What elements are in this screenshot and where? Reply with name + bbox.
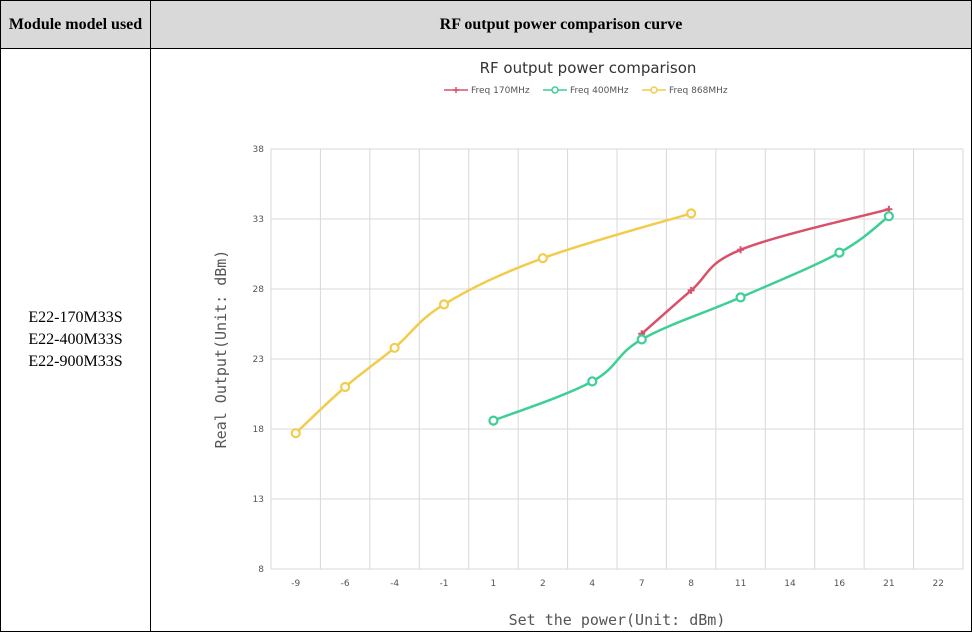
data-point xyxy=(340,381,351,393)
model-name: E22-170M33S xyxy=(28,309,123,326)
legend-marker xyxy=(453,87,459,93)
data-point xyxy=(883,211,894,222)
y-axis-label: Real Output(Unit: dBm) xyxy=(212,250,230,449)
series-group xyxy=(488,211,894,426)
series-line xyxy=(640,207,890,335)
y-tick-label: 13 xyxy=(253,495,264,505)
y-tick-label: 18 xyxy=(253,425,265,435)
x-tick-label: 14 xyxy=(784,579,796,589)
legend-item: Freq 400MHz xyxy=(543,86,629,96)
x-tick-label: 22 xyxy=(933,579,944,589)
header-rf-curve-label: RF output power comparison curve xyxy=(439,15,683,33)
legend-label: Freq 170MHz xyxy=(471,86,530,96)
data-point xyxy=(737,246,745,254)
data-point xyxy=(537,253,548,264)
x-tick-label: -9 xyxy=(291,579,300,589)
data-point xyxy=(686,208,697,219)
chart-title: RF output power comparison xyxy=(480,59,697,77)
legend-marker xyxy=(551,86,559,94)
chart-cell: RF output power comparison Freq 170MHz Fre… xyxy=(150,48,972,632)
data-point xyxy=(834,247,845,258)
series-group xyxy=(290,208,697,439)
x-tick-label: -6 xyxy=(341,579,350,589)
models-cell: E22-170M33S E22-400M33S E22-900M33S xyxy=(0,48,151,632)
x-tick-label: 2 xyxy=(540,579,546,589)
x-tick-label: 11 xyxy=(735,579,746,589)
header-rf-curve: RF output power comparison curve xyxy=(150,0,972,49)
series-group xyxy=(638,205,893,338)
data-point xyxy=(636,334,647,345)
header-module-model-label: Module model used xyxy=(8,15,143,33)
x-tick-label: 8 xyxy=(688,579,694,589)
model-name: E22-400M33S xyxy=(28,331,123,348)
header-module-model: Module model used xyxy=(0,0,151,49)
x-tick-label: 16 xyxy=(834,579,846,589)
legend-item: Freq 868MHz xyxy=(642,86,728,96)
data-point xyxy=(735,292,746,303)
data-point xyxy=(290,428,301,439)
legend-item: Freq 170MHz xyxy=(444,86,530,96)
x-axis-label: Set the power(Unit: dBm) xyxy=(509,611,726,629)
model-list: E22-170M33S E22-400M33S E22-900M33S xyxy=(28,307,122,373)
data-point xyxy=(587,376,598,387)
legend-marker xyxy=(650,86,658,94)
y-tick-label: 23 xyxy=(253,355,264,365)
y-tick-label: 8 xyxy=(258,565,264,575)
model-name: E22-900M33S xyxy=(28,353,123,370)
x-tick-label: -1 xyxy=(440,579,449,589)
series-line xyxy=(294,212,692,435)
x-tick-label: 4 xyxy=(589,579,595,589)
series-line xyxy=(492,215,890,422)
x-tick-label: 7 xyxy=(639,579,645,589)
data-point xyxy=(687,286,695,294)
rf-power-chart: RF output power comparison Freq 170MHz Fre… xyxy=(212,59,964,629)
x-tick-label: -4 xyxy=(390,579,399,589)
data-point xyxy=(389,342,400,353)
y-tick-label: 38 xyxy=(253,145,265,155)
legend-label: Freq 868MHz xyxy=(669,86,728,96)
x-tick-label: 1 xyxy=(491,579,497,589)
legend-label: Freq 400MHz xyxy=(570,86,629,96)
y-tick-label: 33 xyxy=(253,215,264,225)
data-point xyxy=(438,299,450,310)
x-tick-label: 21 xyxy=(883,579,894,589)
data-point xyxy=(488,415,499,426)
y-tick-label: 28 xyxy=(253,285,265,295)
